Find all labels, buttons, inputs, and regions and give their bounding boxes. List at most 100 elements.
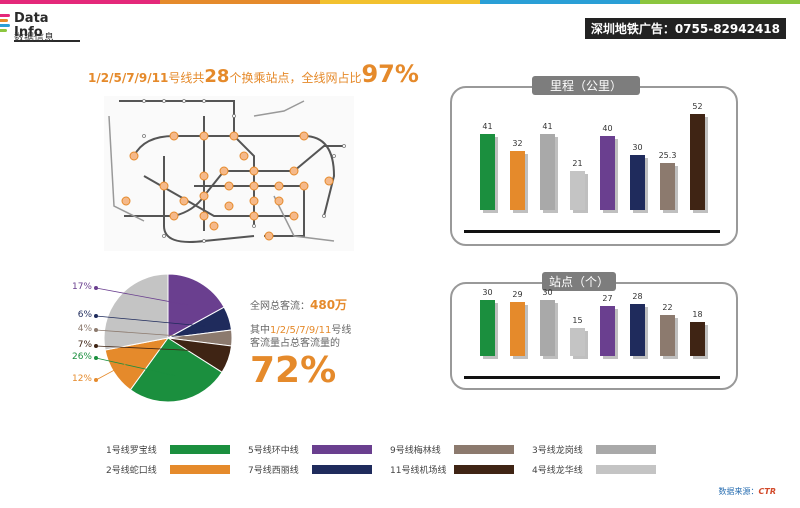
stations-bar [510, 301, 525, 356]
distance-bar [510, 150, 525, 210]
pie-leader-dot [94, 286, 98, 290]
stations-bar [690, 322, 705, 356]
headline-text-1: 号线共 [168, 71, 205, 85]
legend-swatch [170, 465, 230, 474]
pie-leader-line [95, 358, 136, 381]
stations-bar [540, 300, 555, 356]
headline-lines: 1/2/5/7/9/11 [88, 71, 169, 85]
distance-chart-area: 41 32 41 21 40 30 25.3 52 [480, 100, 720, 210]
legend-swatch [596, 445, 656, 454]
stations-bar-label: 22 [662, 302, 673, 312]
distance-bar [480, 134, 495, 210]
legend-label: 2号线蛇口线 [106, 466, 157, 476]
legend-label: 3号线龙岗线 [532, 446, 583, 456]
distance-bar-label: 32 [512, 138, 523, 148]
pie-slice-label: 6% [77, 310, 92, 320]
pie-leader-line [95, 287, 188, 306]
stations-bar [630, 303, 645, 356]
stations-bar [600, 305, 615, 356]
legend-swatch [312, 445, 372, 454]
distance-bar [630, 154, 645, 210]
headline: 1/2/5/7/9/11号线共28个换乘站点，全线网占比97% [88, 60, 419, 88]
distance-bar [660, 163, 675, 210]
pie-slice-label: 7% [77, 340, 92, 350]
distance-chart-title: 里程（公里） [532, 76, 640, 95]
legend-label: 11号线机场线 [390, 466, 447, 476]
brand-logo: Data Info 数据信息 [0, 8, 80, 44]
total-ridership-value: 480万 [310, 298, 348, 312]
share-percent: 72% [250, 350, 337, 391]
pie-leader-dot [94, 378, 98, 382]
pie-leader-line [95, 357, 176, 377]
distance-bar [570, 171, 585, 210]
stations-chart-baseline [464, 376, 720, 379]
ad-contact-banner: 深圳地铁广告：0755-82942418 [584, 18, 786, 39]
pie-leader-dot [94, 356, 98, 360]
pie-slice-label: 12% [71, 374, 92, 384]
pie-leader-dot [94, 314, 98, 318]
share-suffix: 号线 [331, 325, 352, 336]
distance-bar-label: 30 [632, 142, 643, 152]
distance-bar [600, 136, 615, 210]
share-description: 其中1/2/5/7/9/11号线 客流量占总客流量的 [250, 324, 351, 350]
headline-count: 28 [204, 66, 230, 87]
distance-bar-label: 21 [572, 159, 583, 169]
brand-mark-icon [0, 14, 10, 38]
pie-slice [103, 273, 169, 351]
stations-bar [570, 328, 585, 356]
legend-label: 7号线西丽线 [248, 466, 299, 476]
total-ridership-label: 全网总客流： [250, 301, 310, 312]
distance-bar-label: 40 [602, 124, 613, 134]
legend-label: 4号线龙华线 [532, 466, 583, 476]
distance-bar-label: 25.3 [658, 151, 677, 161]
pie-leader-dot [94, 328, 98, 332]
legend-label: 1号线罗宝线 [106, 446, 157, 456]
brand-title: Data Info [14, 12, 80, 42]
total-ridership: 全网总客流：480万 [250, 296, 347, 313]
stations-bar-label: 30 [482, 288, 493, 297]
legend-swatch [596, 465, 656, 474]
distance-bar-label: 52 [692, 102, 703, 111]
data-source-label: 数据来源： [718, 487, 759, 496]
ridership-pie-chart [94, 273, 233, 403]
distance-bar-label: 41 [482, 122, 493, 132]
pie-leader-dot [94, 344, 98, 348]
stations-bar-label: 15 [572, 316, 583, 325]
pie-leader-line [95, 329, 207, 339]
stations-chart-area: 30 29 30 15 27 28 22 18 [480, 286, 720, 356]
distance-bar [540, 134, 555, 210]
headline-text-2: 个换乘站点，全线网占比 [229, 71, 362, 85]
pie-slice-label: 4% [77, 324, 92, 334]
stations-chart-title: 站点（个） [542, 272, 616, 291]
pie-slice [129, 337, 223, 403]
stations-bar-label: 28 [632, 291, 643, 301]
stations-bar [480, 300, 495, 356]
distance-bar [690, 114, 705, 210]
data-source: 数据来源：CTR [719, 486, 777, 497]
legend-swatch [454, 465, 514, 474]
share-lines: 1/2/5/7/9/11 [270, 325, 332, 336]
pie-slice [167, 273, 225, 339]
pie-slice-label: 26% [71, 352, 92, 362]
pie-leader-line [95, 315, 205, 327]
data-source-name: CTR [758, 487, 777, 496]
share-line2: 客流量占总客流量的 [250, 338, 340, 349]
stations-bar-label: 27 [602, 293, 613, 303]
legend-swatch [454, 445, 514, 454]
stations-bar-label: 29 [512, 289, 523, 299]
share-prefix: 其中 [250, 325, 270, 336]
metro-map-illustration [104, 96, 354, 251]
stations-bar-label: 18 [692, 310, 703, 320]
stations-bar [660, 314, 675, 356]
stations-bar-label: 30 [542, 288, 553, 297]
legend-swatch [312, 465, 372, 474]
legend-label: 5号线环中线 [248, 446, 299, 456]
distance-bar-label: 41 [542, 122, 553, 132]
brand-subtitle: 数据信息 [14, 33, 54, 44]
pie-slice-label: 17% [71, 282, 92, 292]
headline-percent: 97% [361, 60, 419, 88]
distance-chart-baseline [464, 230, 720, 233]
legend-label: 9号线梅林线 [390, 446, 441, 456]
top-color-bar [0, 0, 800, 4]
pie-leader-line [95, 345, 205, 352]
